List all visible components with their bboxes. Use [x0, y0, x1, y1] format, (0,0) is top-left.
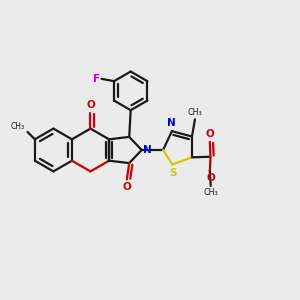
Text: N: N	[167, 118, 176, 128]
Text: S: S	[169, 168, 177, 178]
Text: CH₃: CH₃	[11, 122, 25, 131]
Text: CH₃: CH₃	[188, 108, 202, 117]
Text: O: O	[206, 173, 215, 183]
Text: O: O	[86, 100, 95, 110]
Text: N: N	[143, 145, 152, 155]
Text: O: O	[206, 129, 214, 139]
Text: F: F	[93, 74, 100, 83]
Text: O: O	[122, 182, 131, 192]
Text: CH₃: CH₃	[203, 188, 218, 197]
